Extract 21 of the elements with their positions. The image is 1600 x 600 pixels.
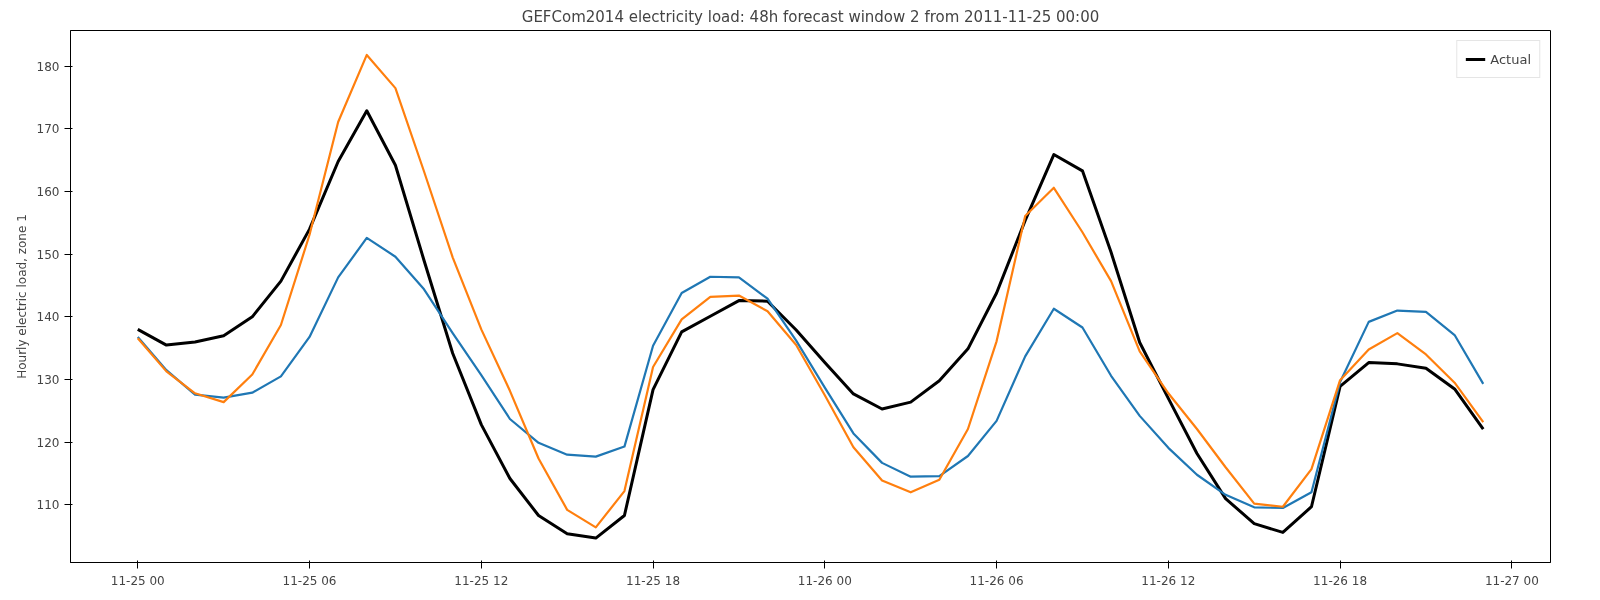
- y-tick-label: 130: [36, 373, 60, 388]
- x-tick-label: 11-27 00: [1484, 573, 1539, 588]
- x-tick-label: 11-26 06: [969, 573, 1024, 588]
- y-tick-label: 140: [36, 310, 60, 325]
- legend-label: Actual: [1490, 51, 1531, 67]
- x-tick-label: 11-25 00: [110, 573, 165, 588]
- y-tick-label: 120: [36, 435, 60, 450]
- chart-title: GEFCom2014 electricity load: 48h forecast window 2 from 2011-11-25 00:00: [521, 7, 1100, 26]
- line-series: [136, 236, 1485, 510]
- x-tick-label: 11-25 06: [282, 573, 337, 588]
- x-tick-label: 11-26 18: [1313, 573, 1368, 588]
- x-tick-label: 11-25 12: [454, 573, 509, 588]
- x-tick-label: 11-25 18: [626, 573, 681, 588]
- y-axis-title: Hourly electric load, zone 1: [14, 214, 29, 379]
- x-tick-label: 11-26 00: [797, 573, 852, 588]
- x-tick-label: 11-26 12: [1141, 573, 1196, 588]
- y-tick-label: 110: [36, 498, 60, 513]
- y-tick-label: 150: [36, 247, 60, 262]
- y-tick-label: 160: [36, 185, 60, 200]
- y-tick-label: 170: [36, 122, 60, 137]
- y-tick-label: 180: [36, 59, 60, 74]
